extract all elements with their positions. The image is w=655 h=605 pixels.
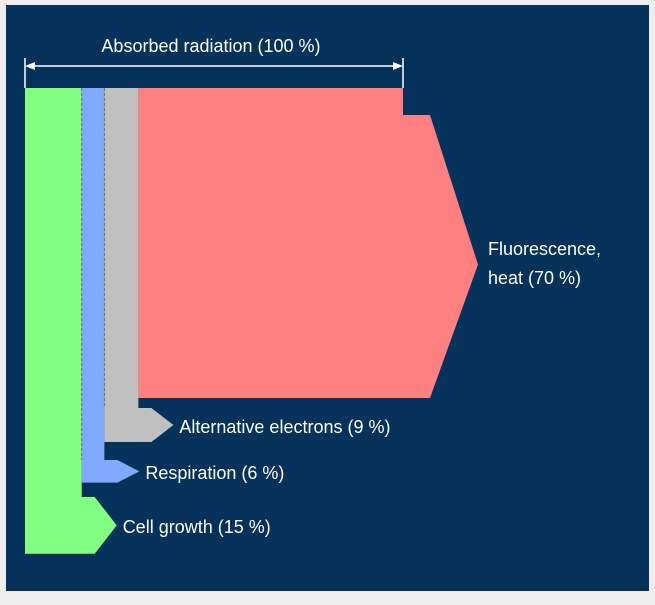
flow: [104, 88, 174, 443]
flow: [81, 88, 140, 483]
flow-label: heat (70 %): [488, 268, 581, 288]
flow-label: Respiration (6 %): [145, 463, 284, 483]
flow-label: Fluorescence,: [488, 239, 601, 259]
flow: [25, 88, 117, 554]
flow-label: Cell growth (15 %): [123, 517, 271, 537]
flow: [138, 88, 478, 398]
arrow-head: [25, 62, 35, 70]
arrow-head: [393, 62, 403, 70]
flow-label: Alternative electrons (9 %): [179, 417, 390, 437]
source-label: Absorbed radiation (100 %): [101, 36, 320, 56]
